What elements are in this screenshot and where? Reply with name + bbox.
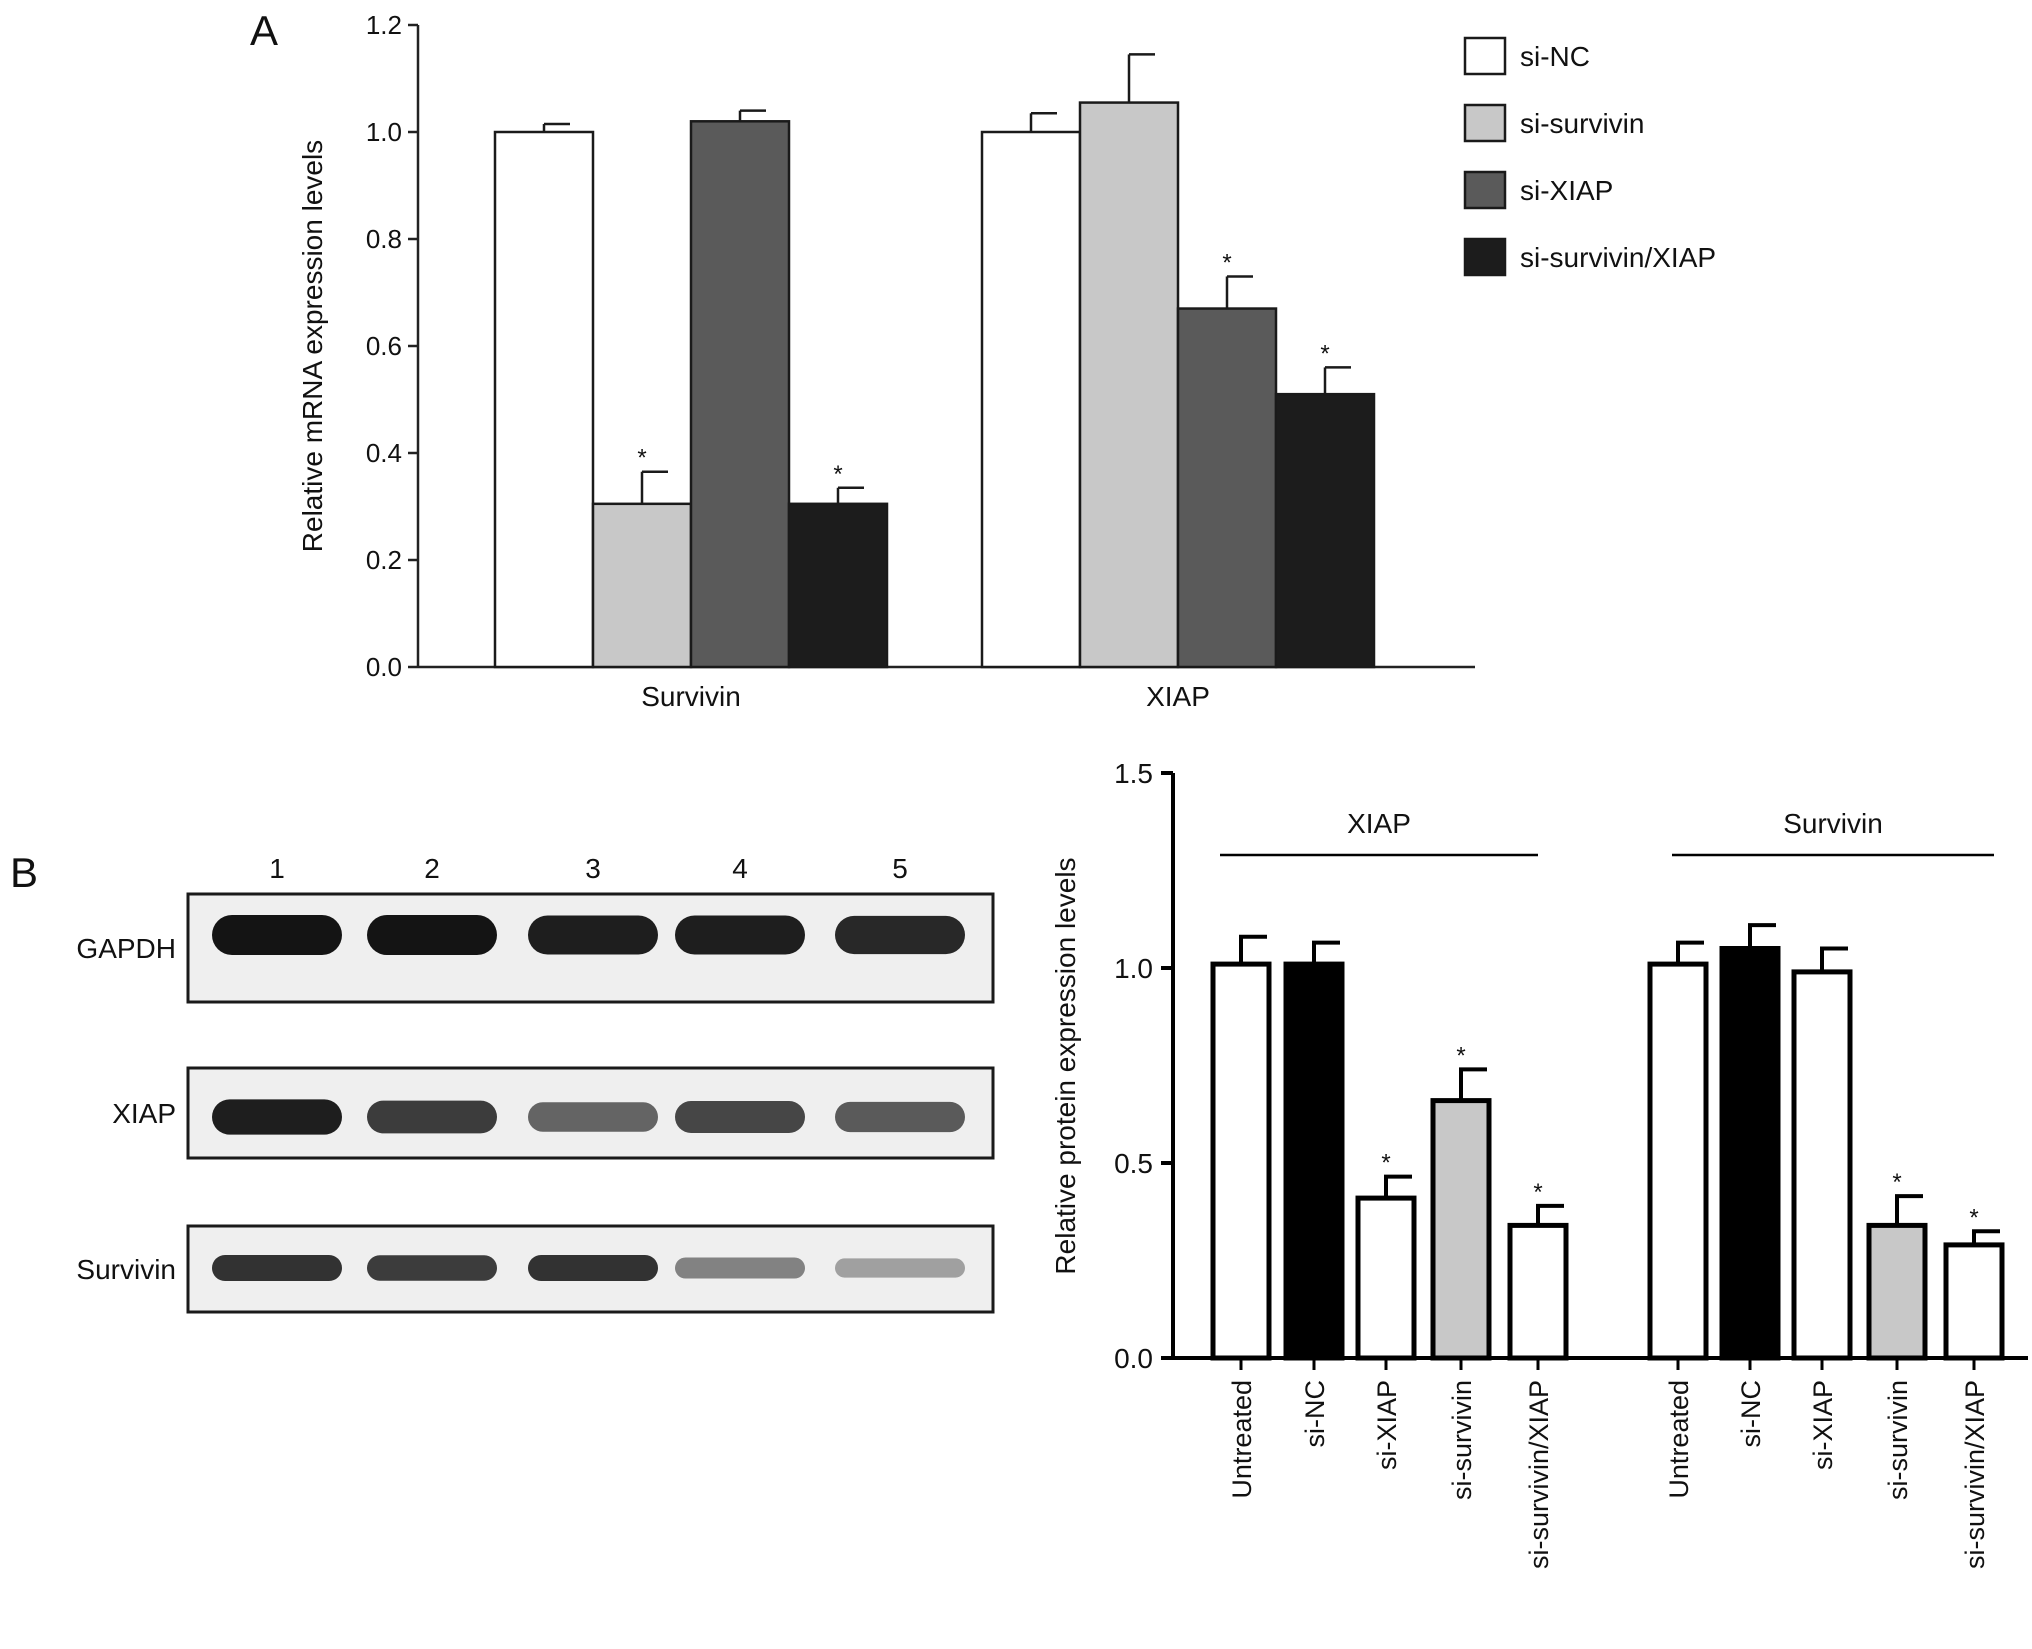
y-tick-label: 0.4	[366, 438, 402, 468]
significance-marker: *	[1222, 249, 1231, 276]
y-tick-label: 1.5	[1114, 758, 1153, 789]
x-tick-label: XIAP	[1146, 681, 1210, 712]
legend-swatch	[1463, 36, 1507, 76]
bar	[1791, 969, 1853, 1361]
y-tick-label: 1.2	[366, 10, 402, 40]
y-tick-label: 0.2	[366, 545, 402, 575]
legend-swatch	[1463, 170, 1507, 210]
significance-marker: *	[1320, 340, 1329, 367]
x-tick-label: Untreated	[1227, 1380, 1257, 1499]
bar	[1274, 392, 1376, 669]
bar	[1719, 946, 1781, 1361]
y-tick-label: 0.0	[1114, 1343, 1153, 1374]
group-label: XIAP	[1347, 808, 1411, 839]
bar	[591, 502, 693, 669]
lane-label: 4	[732, 853, 748, 884]
blot-row-label: GAPDH	[76, 933, 176, 964]
legend-label: si-survivin/XIAP	[1520, 242, 1716, 273]
blot-band	[212, 1254, 342, 1282]
bar	[1176, 307, 1278, 669]
bar	[1283, 961, 1345, 1361]
significance-marker: *	[1456, 1042, 1465, 1069]
legend-label: si-NC	[1520, 41, 1590, 72]
x-tick-label: si-NC	[1736, 1380, 1766, 1448]
group-label: Survivin	[1783, 808, 1883, 839]
bar	[980, 130, 1082, 669]
blot-band	[212, 1099, 342, 1135]
x-tick-label: si-XIAP	[1372, 1380, 1402, 1470]
x-tick-label: si-survivin	[1883, 1380, 1913, 1500]
y-tick-label: 0.6	[366, 331, 402, 361]
legend-label: si-survivin	[1520, 108, 1644, 139]
legend-swatch	[1463, 237, 1507, 277]
bar	[1078, 101, 1180, 669]
legend-swatch	[1463, 103, 1507, 143]
panel-a-letter: A	[250, 7, 278, 54]
blot-band	[528, 915, 658, 955]
significance-marker: *	[637, 445, 646, 472]
legend-label: si-XIAP	[1520, 175, 1613, 206]
blot-band	[367, 1255, 497, 1281]
chart-a: 0.0 0.2 0.4 0.6 0.8 1.0 1.2 Relative mRNA expre…	[297, 10, 1716, 712]
blot-band	[675, 1257, 805, 1279]
blot-band	[528, 1102, 658, 1132]
bar	[1866, 1222, 1928, 1361]
blot-band	[675, 1101, 805, 1133]
bar	[1355, 1195, 1417, 1361]
blot-band	[675, 915, 805, 955]
chart-b: 0.0 0.5 1.0 1.5 Relative protein expression …	[1050, 758, 2028, 1569]
y-tick-label: 0.0	[366, 652, 402, 682]
blot-band	[367, 915, 497, 955]
y-tick-label: 0.5	[1114, 1148, 1153, 1179]
y-tick-label: 1.0	[366, 117, 402, 147]
y-tick-label: 1.0	[1114, 953, 1153, 984]
panel-b-letter: B	[10, 849, 38, 896]
x-tick-label: si-survivin/XIAP	[1960, 1380, 1990, 1569]
x-tick-label: si-XIAP	[1808, 1380, 1838, 1470]
blot-row-label: XIAP	[112, 1098, 176, 1129]
western-blot: 1 2 3 4 5 GAPDH XIAP Survivin	[76, 853, 995, 1314]
lane-label: 5	[892, 853, 908, 884]
significance-marker: *	[1381, 1150, 1390, 1177]
bar	[1430, 1098, 1492, 1361]
bar	[689, 120, 791, 669]
blot-band	[528, 1254, 658, 1282]
y-axis-title: Relative protein expression levels	[1050, 857, 1081, 1274]
y-tick-label: 0.8	[366, 224, 402, 254]
x-tick-label: Survivin	[641, 681, 741, 712]
lane-label: 3	[585, 853, 601, 884]
blot-band	[367, 1100, 497, 1134]
bar	[1943, 1242, 2005, 1361]
significance-marker: *	[833, 461, 842, 488]
blot-band	[835, 1101, 965, 1133]
x-tick-label: si-survivin/XIAP	[1524, 1380, 1554, 1569]
bar	[1647, 961, 1709, 1361]
lane-label: 2	[424, 853, 440, 884]
x-tick-label: Untreated	[1664, 1380, 1694, 1499]
significance-marker: *	[1533, 1179, 1542, 1206]
blot-band	[212, 915, 342, 955]
blot-band	[835, 1258, 965, 1278]
blot-row-label: Survivin	[76, 1254, 176, 1285]
bar	[1507, 1222, 1569, 1361]
significance-marker: *	[1892, 1169, 1901, 1196]
y-axis-title: Relative mRNA expression levels	[297, 140, 328, 552]
lane-label: 1	[269, 853, 285, 884]
bar	[493, 130, 595, 669]
bar	[787, 502, 889, 669]
x-tick-label: si-survivin	[1447, 1380, 1477, 1500]
x-tick-label: si-NC	[1300, 1380, 1330, 1448]
bar	[1210, 961, 1272, 1361]
blot-band	[835, 915, 965, 955]
significance-marker: *	[1969, 1204, 1978, 1231]
